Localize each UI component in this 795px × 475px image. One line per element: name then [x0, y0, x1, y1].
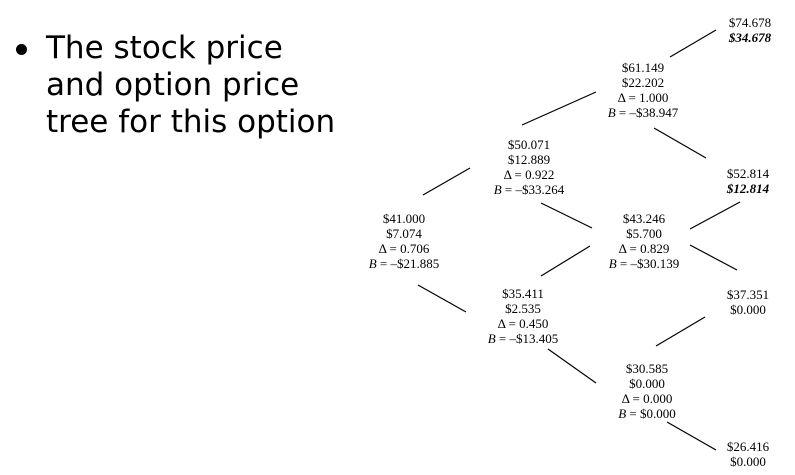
bond: B = –$33.264 — [484, 182, 574, 197]
delta: Δ = 0.000 — [621, 391, 673, 406]
bullet-line-2: and option price — [46, 67, 300, 103]
edge-u-uu — [521, 91, 597, 126]
edge-d-dd — [547, 348, 597, 384]
bond-value: = $0.000 — [626, 406, 676, 421]
edge-uu-uud — [653, 127, 707, 159]
option-price: $5.700 — [626, 226, 662, 241]
stock-price: $43.246 — [622, 211, 666, 226]
node-ddd: $26.416 $0.000 — [710, 439, 786, 469]
node-uud: $52.814 $12.814 — [710, 166, 786, 196]
node-ud: $43.246 $5.700 Δ = 0.829 B = –$30.139 — [599, 211, 689, 271]
option-payoff: $0.000 — [730, 454, 766, 469]
option-payoff: $0.000 — [730, 302, 766, 317]
stock-price: $35.411 — [502, 286, 544, 301]
option-price: $12.889 — [507, 152, 551, 167]
option-payoff: $12.814 — [726, 181, 770, 196]
node-u: $50.071 $12.889 Δ = 0.922 B = –$33.264 — [484, 137, 574, 197]
bond-value: = –$38.947 — [615, 105, 679, 120]
edge-ud-uud — [689, 201, 741, 230]
bond-label: B — [618, 406, 627, 421]
bond-value: = –$13.405 — [495, 331, 559, 346]
option-price: $2.535 — [505, 301, 541, 316]
bond: B = –$13.405 — [478, 331, 568, 346]
bullet-text: The stock price and option price tree fo… — [46, 30, 366, 141]
edge-d-ud — [540, 245, 591, 277]
edge-root-u — [422, 167, 471, 196]
bond: B = –$30.139 — [599, 256, 689, 271]
stock-price: $26.416 — [726, 439, 770, 454]
stock-price: $30.585 — [625, 361, 669, 376]
node-uuu: $74.678 $34.678 — [712, 15, 788, 45]
stock-price: $52.814 — [726, 166, 770, 181]
node-root: $41.000 $7.074 Δ = 0.706 B = –$21.885 — [359, 211, 449, 271]
stock-price: $37.351 — [726, 287, 770, 302]
bullet-line-1: The stock price — [46, 30, 283, 66]
delta: Δ = 0.922 — [503, 167, 555, 182]
bond-label: B — [608, 256, 617, 271]
bond-value: = –$21.885 — [376, 256, 440, 271]
bond-value: = –$33.264 — [501, 182, 565, 197]
stock-price: $61.149 — [621, 60, 665, 75]
stock-price: $41.000 — [382, 211, 426, 226]
delta: Δ = 0.829 — [618, 241, 670, 256]
edge-root-d — [417, 284, 467, 313]
edge-dd-udd — [655, 316, 706, 347]
node-uu: $61.149 $22.202 Δ = 1.000 B = –$38.947 — [598, 60, 688, 120]
bond-value: = –$30.139 — [616, 256, 680, 271]
bond-label: B — [368, 256, 377, 271]
bond-label: B — [493, 182, 502, 197]
option-price: $22.202 — [621, 75, 665, 90]
bullet-line-3: tree for this option — [46, 104, 336, 140]
option-price: $7.074 — [386, 226, 422, 241]
node-udd: $37.351 $0.000 — [710, 287, 786, 317]
bond: B = –$21.885 — [359, 256, 449, 271]
node-d: $35.411 $2.535 Δ = 0.450 B = –$13.405 — [478, 286, 568, 346]
option-payoff: $34.678 — [728, 30, 772, 45]
bond: B = –$38.947 — [598, 105, 688, 120]
stock-price: $50.071 — [507, 137, 551, 152]
edge-ud-udd — [689, 244, 738, 271]
node-dd: $30.585 $0.000 Δ = 0.000 B = $0.000 — [602, 361, 692, 421]
delta: Δ = 0.450 — [497, 316, 549, 331]
delta: Δ = 0.706 — [378, 241, 430, 256]
option-price: $0.000 — [629, 376, 665, 391]
stock-price: $74.678 — [728, 15, 772, 30]
edge-uu-uuu — [669, 29, 717, 58]
edge-dd-ddd — [666, 421, 717, 451]
edge-u-ud — [540, 202, 593, 229]
bond-label: B — [607, 105, 616, 120]
bond-label: B — [487, 331, 496, 346]
delta: Δ = 1.000 — [617, 90, 669, 105]
bond: B = $0.000 — [602, 406, 692, 421]
bullet-point-icon — [16, 44, 27, 55]
